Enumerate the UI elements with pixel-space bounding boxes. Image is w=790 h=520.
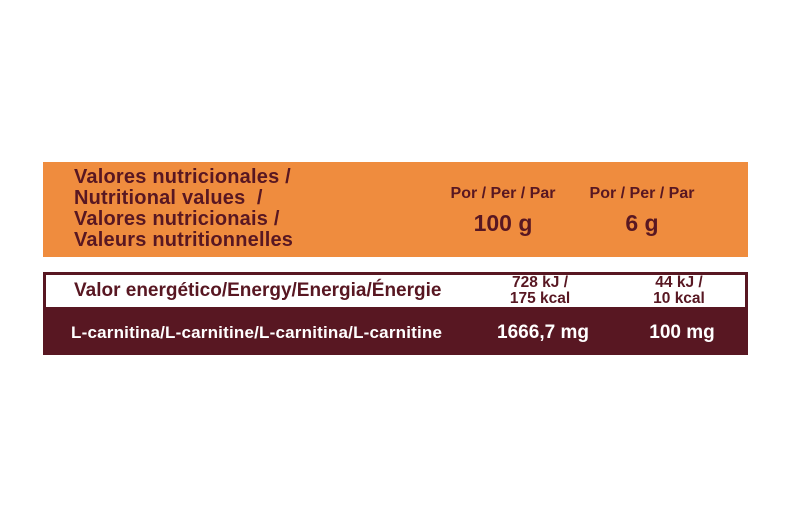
column-header-per-100g: Por / Per / Par 100 g bbox=[418, 162, 588, 257]
energy-per-100g-kj: 728 kJ / bbox=[511, 274, 569, 291]
energy-per-serving-value: 44 kJ / 10 kcal bbox=[625, 275, 745, 307]
energy-per-serving-kcal: 10 kcal bbox=[653, 290, 705, 307]
table-header: Valores nutricionales / Nutritional valu… bbox=[43, 162, 748, 257]
energy-row: Valor energético/Energy/Energia/Énergie … bbox=[43, 272, 748, 310]
carnitine-per-serving-value: 100 mg bbox=[649, 321, 715, 343]
title-line-pt: Valores nutricionais / bbox=[74, 208, 280, 230]
title-line-es: Valores nutricionales / bbox=[74, 166, 291, 188]
title-line-fr: Valeurs nutritionnelles bbox=[74, 229, 294, 251]
energy-per-serving-kj: 44 kJ / bbox=[655, 274, 703, 291]
per-serving-amount: 6 g bbox=[625, 209, 659, 236]
title-line-en: Nutritional values / bbox=[74, 187, 263, 209]
energy-per-100g-value: 728 kJ / 175 kcal bbox=[455, 275, 625, 307]
column-header-per-serving: Por / Per / Par 6 g bbox=[588, 162, 708, 257]
carnitine-row-label: L-carnitina/L-carnitine/L-carnitina/L-ca… bbox=[71, 322, 443, 342]
per-100g-label: Por / Per / Par bbox=[450, 184, 556, 202]
per-100g-amount: 100 g bbox=[473, 209, 533, 236]
per-serving-label: Por / Per / Par bbox=[589, 184, 695, 202]
carnitine-row: L-carnitina/L-carnitine/L-carnitina/L-ca… bbox=[43, 310, 748, 355]
energy-row-label: Valor energético/Energy/Energia/Énergie bbox=[74, 280, 442, 301]
table-title: Valores nutricionales / Nutritional valu… bbox=[43, 162, 418, 257]
nutrition-table: Valores nutricionales / Nutritional valu… bbox=[43, 162, 748, 355]
carnitine-per-100g-value: 1666,7 mg bbox=[497, 321, 589, 343]
energy-per-100g-kcal: 175 kcal bbox=[509, 290, 571, 307]
